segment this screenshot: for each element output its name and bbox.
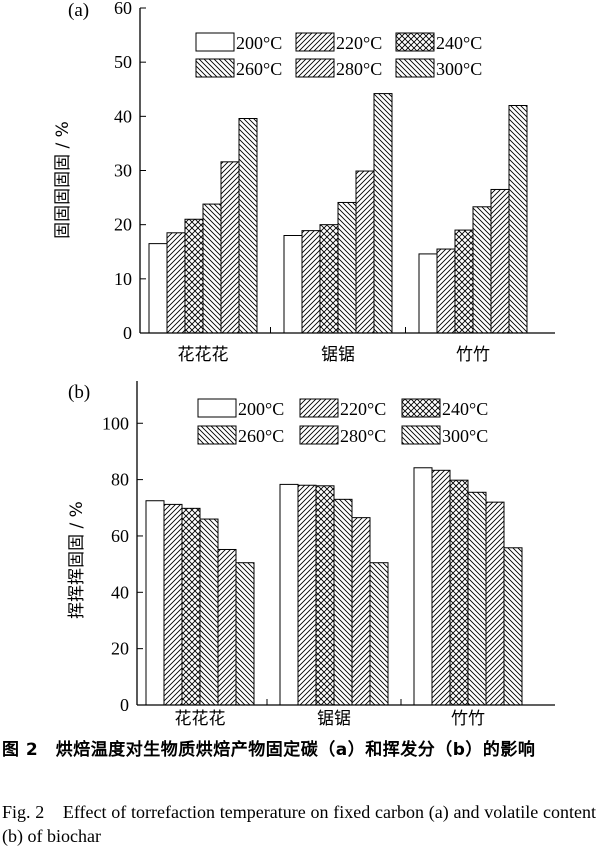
bar: [351, 517, 371, 706]
legend-label: 260°C: [238, 426, 284, 446]
legend-label: 260°C: [236, 59, 282, 79]
bar: [166, 232, 186, 334]
category-label: 锯锯: [321, 345, 355, 365]
bar: [413, 467, 433, 706]
bar: [283, 235, 303, 334]
y-tick-label: 80: [111, 470, 129, 490]
bar: [184, 218, 204, 334]
legend-label: 200°C: [238, 399, 284, 419]
figure-caption-cn: 图 2 烘焙温度对生物质烘焙产物固定碳（a）和挥发分（b）的影响: [2, 740, 536, 760]
legend-swatch: [395, 32, 435, 52]
bar: [301, 230, 321, 334]
panel-label: (b): [68, 382, 90, 403]
legend-label: 280°C: [340, 426, 386, 446]
bar: [238, 118, 258, 334]
legend-swatch: [299, 398, 339, 418]
y-tick-label: 40: [114, 106, 132, 126]
figure-caption-en: Fig. 2 Effect of torrefaction temperatur…: [2, 802, 596, 846]
y-axis-label: 固固固固固 / %: [53, 121, 73, 239]
bar: [449, 479, 469, 706]
legend-swatch: [395, 58, 435, 78]
y-tick-label: 0: [120, 695, 129, 715]
bar: [467, 491, 487, 706]
legend: 200°C 220°C 240°C 260°C 280°C 300°C: [195, 32, 482, 79]
bar: [235, 562, 255, 706]
category-label: 锯锯: [317, 709, 351, 729]
bar: [431, 469, 451, 706]
panel-label: (a): [68, 0, 89, 21]
chart-panel-a: (a) 0 10 20 30 40 50 60 花花花 锯锯 竹竹 固固固固固 / % 200°C 220…: [53, 0, 555, 365]
category-label: 花花花: [175, 709, 226, 729]
bar: [202, 203, 222, 334]
legend: 200°C 220°C 240°C 260°C 280°C 300°C: [197, 398, 488, 446]
bar: [333, 498, 353, 706]
legend-swatch: [295, 32, 335, 52]
y-tick-label: 100: [102, 413, 129, 433]
legend-swatch: [401, 398, 441, 418]
bar: [472, 206, 492, 334]
bar: [503, 547, 523, 706]
bar: [418, 253, 438, 334]
bar: [220, 161, 240, 334]
chart-panel-b: (b) 0 20 40 60 80 100 花花花 锯锯 竹竹 挥挥挥固固 / % 200°C 220°…: [67, 381, 555, 729]
y-axis-label: 挥挥挥固固 / %: [67, 501, 87, 619]
legend-label: 240°C: [436, 33, 482, 53]
bar: [279, 483, 299, 706]
legend-label: 220°C: [340, 399, 386, 419]
bar: [436, 248, 456, 334]
y-tick-label: 20: [114, 215, 132, 235]
bar: [373, 93, 393, 334]
bar: [454, 229, 474, 334]
bar: [297, 484, 317, 706]
bar: [145, 500, 165, 706]
legend-swatch: [295, 58, 335, 78]
y-tick-label: 0: [123, 323, 132, 343]
y-tick-label: 30: [114, 161, 132, 181]
y-tick-label: 20: [111, 639, 129, 659]
y-tick-label: 40: [111, 582, 129, 602]
y-tick-label: 10: [114, 269, 132, 289]
bar: [148, 243, 168, 334]
bar: [199, 518, 219, 706]
bar: [315, 485, 335, 706]
y-tick-label: 60: [111, 526, 129, 546]
bar: [217, 548, 237, 706]
category-label: 花花花: [178, 345, 229, 365]
legend-swatch: [197, 398, 237, 418]
bar: [337, 201, 357, 334]
bar: [508, 105, 528, 334]
legend-swatch: [195, 58, 235, 78]
legend-swatch: [401, 425, 441, 445]
legend-label: 240°C: [442, 399, 488, 419]
legend-swatch: [197, 425, 237, 445]
bar: [485, 501, 505, 706]
legend-swatch: [195, 32, 235, 52]
category-label: 竹竹: [451, 709, 485, 729]
bar: [181, 507, 201, 706]
legend-label: 200°C: [236, 33, 282, 53]
bar: [369, 562, 389, 706]
legend-label: 300°C: [442, 426, 488, 446]
y-tick-label: 50: [114, 52, 132, 72]
bar: [319, 224, 339, 334]
bar: [163, 503, 183, 706]
bar: [355, 170, 375, 334]
y-tick-label: 60: [114, 0, 132, 18]
category-label: 竹竹: [456, 345, 490, 365]
legend-label: 220°C: [336, 33, 382, 53]
legend-label: 280°C: [336, 59, 382, 79]
legend-swatch: [299, 425, 339, 445]
bar: [490, 188, 510, 334]
legend-label: 300°C: [436, 59, 482, 79]
